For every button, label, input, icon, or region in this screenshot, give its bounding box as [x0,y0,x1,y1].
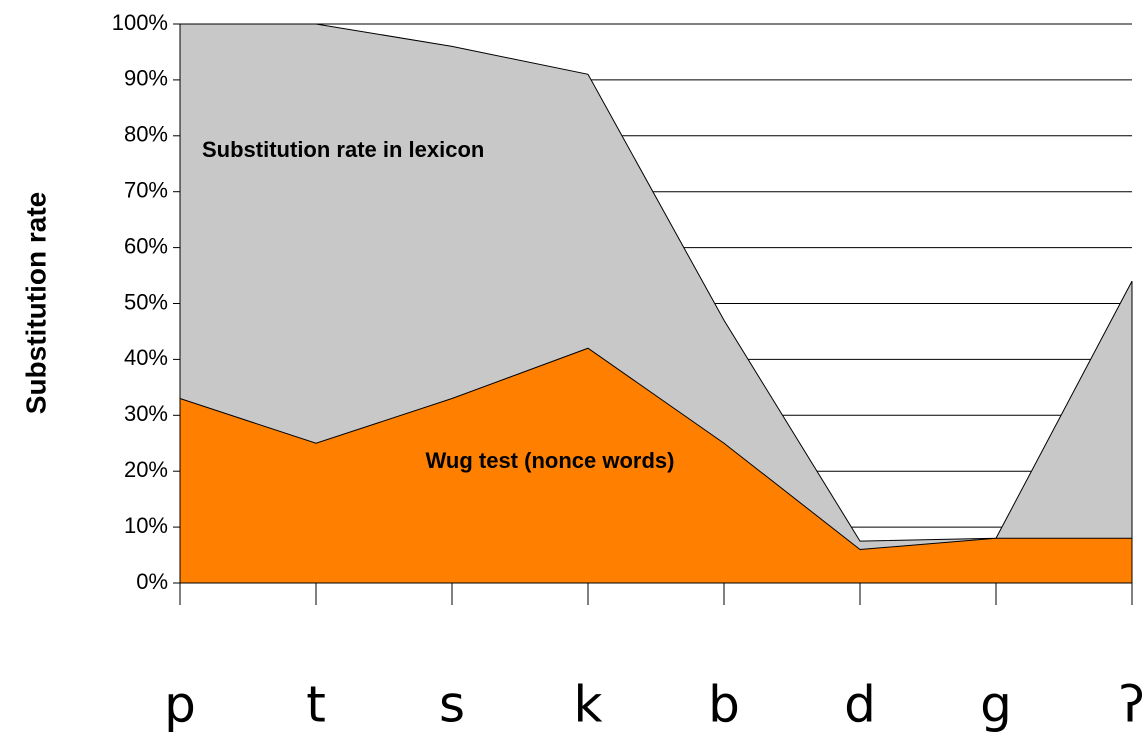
y-tick-label: 90% [124,66,168,91]
y-tick-label: 10% [124,513,168,538]
y-tick-label: 40% [124,345,168,370]
y-tick-label: 60% [124,233,168,258]
x-tick-label: ʔ [1119,676,1144,734]
y-tick-label: 30% [124,401,168,426]
y-tick-label: 80% [124,122,168,147]
y-tick-label: 20% [124,457,168,482]
y-tick-label: 70% [124,178,168,203]
y-tick-label: 50% [124,289,168,314]
x-tick-label: g [980,676,1012,734]
y-axis-title: Substitution rate [20,192,51,414]
x-tick-label: b [708,676,740,734]
series-label: Wug test (nonce words) [426,448,675,473]
x-tick-label: t [306,676,326,734]
series-label: Substitution rate in lexicon [202,137,484,162]
x-tick-label: p [164,676,196,734]
y-tick-label: 0% [136,569,168,594]
x-tick-label: s [439,676,465,734]
x-tick-label: d [844,676,876,734]
x-tick-label: k [574,676,603,734]
y-tick-label: 100% [112,10,168,35]
